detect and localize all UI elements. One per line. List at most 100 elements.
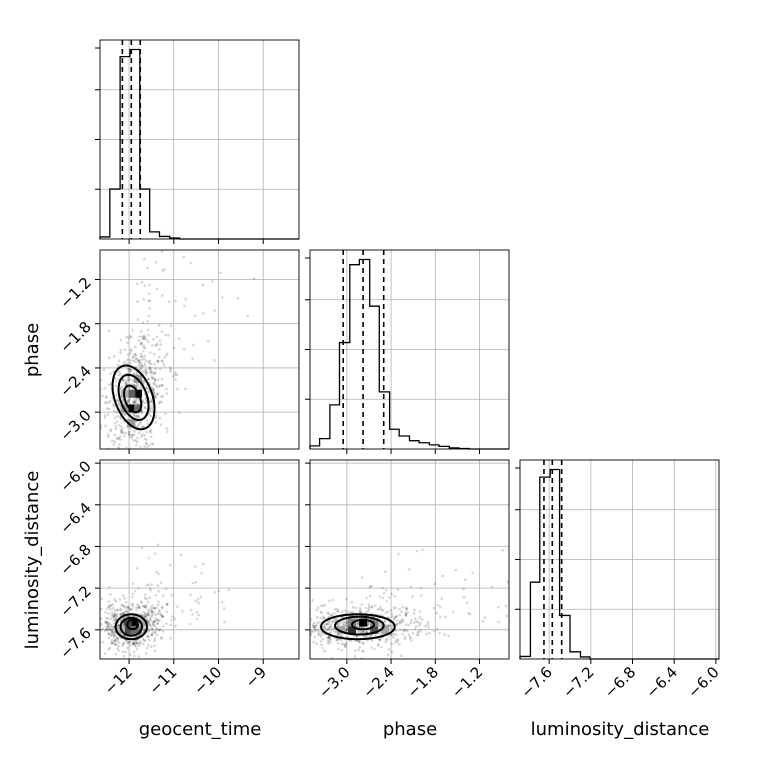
sample-point <box>319 610 323 614</box>
contour-line <box>117 373 150 422</box>
sample-point <box>360 576 364 579</box>
sample-point <box>120 430 124 434</box>
sample-point <box>144 652 148 655</box>
sample-point <box>150 610 154 613</box>
panel-background <box>100 250 299 449</box>
sample-point <box>192 343 195 347</box>
sample-point <box>337 622 341 626</box>
sample-point <box>183 304 186 308</box>
sample-point <box>121 594 125 598</box>
sample-point <box>111 631 115 634</box>
sample-point <box>119 613 123 617</box>
sample-point <box>350 600 354 604</box>
sample-point <box>393 594 397 598</box>
sample-point <box>194 580 198 584</box>
sample-point <box>504 604 508 608</box>
sample-point <box>147 413 151 416</box>
sample-point <box>127 605 130 609</box>
sample-point <box>134 360 137 363</box>
sample-point <box>227 588 231 592</box>
sample-point <box>359 630 362 633</box>
sample-point <box>111 641 114 645</box>
sample-point <box>127 367 130 371</box>
sample-point <box>389 609 393 612</box>
sample-point <box>419 628 423 632</box>
sample-point <box>144 368 148 372</box>
sample-point <box>358 609 362 613</box>
sample-point <box>119 425 123 428</box>
sample-point <box>107 407 111 411</box>
sample-point <box>345 624 349 628</box>
sample-point <box>391 634 394 637</box>
sample-point <box>152 372 155 375</box>
sample-point <box>133 401 137 404</box>
sample-point <box>435 611 438 615</box>
sample-point <box>401 605 404 609</box>
sample-point <box>134 352 137 356</box>
sample-point <box>378 638 382 642</box>
sample-point <box>364 606 368 610</box>
sample-point <box>100 617 103 621</box>
sample-point <box>100 424 103 427</box>
sample-point <box>427 626 430 629</box>
sample-point <box>153 619 157 623</box>
sample-point <box>189 608 193 612</box>
sample-point <box>136 414 140 418</box>
sample-point <box>127 375 130 379</box>
sample-point <box>343 609 347 612</box>
sample-point <box>113 598 117 601</box>
sample-point <box>328 636 331 640</box>
sample-point <box>465 601 469 605</box>
sample-point <box>151 628 154 631</box>
sample-point <box>182 347 186 351</box>
sample-point <box>341 622 345 626</box>
sample-point <box>116 399 120 403</box>
sample-point <box>112 404 116 408</box>
sample-point <box>328 599 331 603</box>
sample-point <box>129 643 133 647</box>
sample-point <box>123 413 127 417</box>
sample-point <box>148 283 151 287</box>
sample-point <box>318 621 322 624</box>
sample-point <box>387 647 391 651</box>
sample-point <box>159 423 163 426</box>
sample-point <box>329 640 333 644</box>
sample-point <box>106 625 109 628</box>
sample-point <box>468 612 472 616</box>
sample-point <box>145 597 148 601</box>
sample-point <box>112 613 115 616</box>
sample-point <box>389 625 392 628</box>
sample-point <box>104 611 107 614</box>
sample-point <box>329 614 333 617</box>
sample-point <box>138 359 141 363</box>
sample-point <box>110 641 113 645</box>
sample-point <box>109 372 112 375</box>
joint-plot-area <box>100 250 256 449</box>
sample-point <box>179 553 183 557</box>
sample-point <box>166 602 169 606</box>
sample-point <box>312 621 316 625</box>
sample-point <box>364 610 368 614</box>
sample-point <box>165 603 169 607</box>
sample-point <box>143 615 147 619</box>
sample-point <box>110 627 114 631</box>
sample-point <box>152 611 156 614</box>
sample-point <box>405 608 408 611</box>
sample-point <box>163 268 166 271</box>
sample-point <box>380 613 383 617</box>
sample-point <box>325 628 329 631</box>
sample-point <box>148 638 151 642</box>
sample-point <box>143 354 147 358</box>
sample-point <box>129 349 133 353</box>
sample-point <box>130 368 134 371</box>
sample-point <box>131 582 135 585</box>
sample-point <box>336 623 339 627</box>
sample-point <box>161 630 165 633</box>
sample-point <box>410 639 413 642</box>
sample-point <box>161 384 164 387</box>
panel-frame <box>519 459 720 660</box>
sample-point <box>140 364 144 367</box>
sample-point <box>113 612 117 615</box>
sample-point <box>158 416 162 420</box>
sample-point <box>135 371 139 375</box>
